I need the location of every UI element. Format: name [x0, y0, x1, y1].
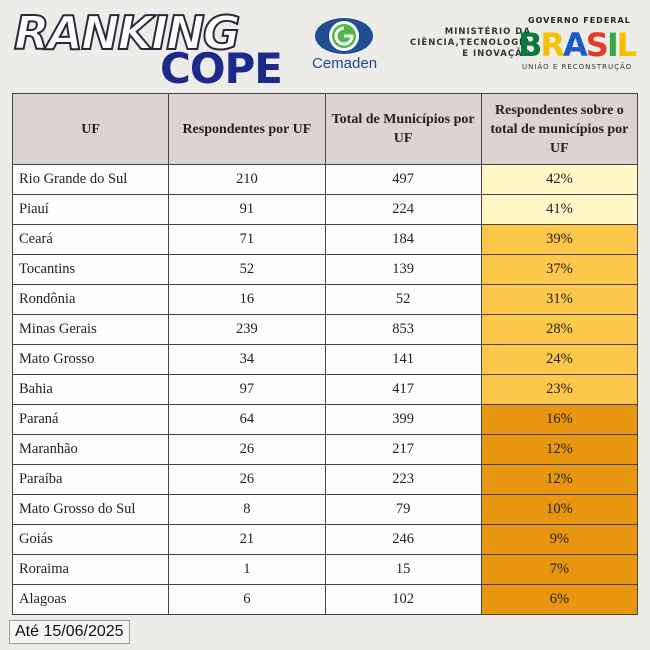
table-cell: Minas Gerais [11, 314, 170, 345]
table-cell: 28% [480, 314, 639, 345]
table-cell: Mato Grosso do Sul [11, 494, 170, 525]
table-cell: 91 [168, 194, 326, 225]
table-cell: 497 [324, 164, 482, 195]
table-cell: Rio Grande do Sul [11, 164, 170, 195]
table-cell: 246 [324, 524, 482, 555]
header-row: UF Respondentes por UF Total de Municípios… [11, 93, 639, 165]
ranking-table: UF Respondentes por UF Total de Municípios… [11, 93, 639, 615]
cemaden-text: Cemaden [312, 55, 378, 72]
table-cell: 6 [168, 584, 326, 615]
table-cell: 15 [324, 554, 482, 585]
table-cell: 8 [168, 494, 326, 525]
table-cell: 41% [480, 194, 639, 225]
table-row: Mato Grosso 34 141 24% [11, 344, 639, 375]
table-row: Rondônia 16 52 31% [11, 284, 639, 315]
table-cell: 16 [168, 284, 326, 315]
table-cell: 102 [324, 584, 482, 615]
table-cell: Ceará [11, 224, 170, 255]
table-cell: Maranhão [11, 434, 170, 465]
ministry: MINISTÉRIO DA CIÊNCIA,TECNOLOGIA E INOVA… [410, 27, 531, 60]
table-row: Maranhão 26 217 12% [11, 434, 639, 465]
table-row: Minas Gerais 239 853 28% [11, 314, 639, 345]
column-header: UF [11, 93, 170, 165]
table-row: Goiás 21 246 9% [11, 524, 639, 555]
table-cell: 139 [324, 254, 482, 285]
cope-logo: COPE [160, 44, 283, 93]
table-row: Rio Grande do Sul 210 497 42% [11, 164, 639, 195]
table-cell: 23% [480, 374, 639, 405]
table-row: Paraná 64 399 16% [11, 404, 639, 435]
table-cell: 184 [324, 224, 482, 255]
table-cell: 52 [168, 254, 326, 285]
table-row: Piauí 91 224 41% [11, 194, 639, 225]
table-row: Alagoas 6 102 6% [11, 584, 639, 615]
table-cell: 239 [168, 314, 326, 345]
table-cell: 71 [168, 224, 326, 255]
table-cell: Rondônia [11, 284, 170, 315]
table-cell: Piauí [11, 194, 170, 225]
table-cell: 34 [168, 344, 326, 375]
table-row: Bahia 97 417 23% [11, 374, 639, 405]
table-cell: Roraima [11, 554, 170, 585]
column-header: Respondentes por UF [168, 93, 326, 165]
table-cell: 7% [480, 554, 639, 585]
table-cell: 12% [480, 434, 639, 465]
footer-date: Até 15/06/2025 [9, 620, 130, 644]
table-cell: Mato Grosso [11, 344, 170, 375]
table-cell: 21 [168, 524, 326, 555]
table-cell: Paraíba [11, 464, 170, 495]
table-body: Rio Grande do Sul 210 497 42% Piauí 91 224 41% C… [11, 164, 639, 615]
table-cell: 16% [480, 404, 639, 435]
brasil-logo: BRASIL [518, 26, 637, 64]
table-cell: 224 [324, 194, 482, 225]
table-cell: Goiás [11, 524, 170, 555]
table-cell: 399 [324, 404, 482, 435]
table-cell: 97 [168, 374, 326, 405]
table-cell: 6% [480, 584, 639, 615]
table-cell: 31% [480, 284, 639, 315]
table-cell: 26 [168, 464, 326, 495]
table-cell: 37% [480, 254, 639, 285]
table-cell: 217 [324, 434, 482, 465]
table-cell: 1 [168, 554, 326, 585]
ministry-line: CIÊNCIA,TECNOLOGIA [410, 38, 531, 48]
table-cell: 853 [324, 314, 482, 345]
table-row: Tocantins 52 139 37% [11, 254, 639, 285]
table-cell: 26 [168, 434, 326, 465]
table-cell: 52 [324, 284, 482, 315]
table-cell: 24% [480, 344, 639, 375]
table-cell: 417 [324, 374, 482, 405]
table-row: Roraima 1 15 7% [11, 554, 639, 585]
table-cell: Paraná [11, 404, 170, 435]
table-cell: 9% [480, 524, 639, 555]
slogan: UNIÃO E RECONSTRUÇÃO [522, 63, 633, 71]
table-cell: 64 [168, 404, 326, 435]
table-cell: Alagoas [11, 584, 170, 615]
table-cell: 39% [480, 224, 639, 255]
column-header: Total de Municípios por UF [324, 93, 482, 165]
table-cell: Bahia [11, 374, 170, 405]
table-row: Mato Grosso do Sul 8 79 10% [11, 494, 639, 525]
ministry-line: MINISTÉRIO DA [444, 27, 531, 37]
table-cell: 12% [480, 464, 639, 495]
ministry-line: E INOVAÇÃO [462, 49, 531, 59]
table-cell: 10% [480, 494, 639, 525]
table-cell: 42% [480, 164, 639, 195]
table-row: Ceará 71 184 39% [11, 224, 639, 255]
table-cell: 223 [324, 464, 482, 495]
table-cell: 210 [168, 164, 326, 195]
table-cell: 79 [324, 494, 482, 525]
table-cell: 141 [324, 344, 482, 375]
government: GOVERNO FEDERAL [528, 16, 631, 25]
column-header: Respondentes sobre o total de municípios… [480, 93, 639, 165]
ranking-logo: RANKING [13, 5, 242, 61]
table-cell: Tocantins [11, 254, 170, 285]
table-row: Paraíba 26 223 12% [11, 464, 639, 495]
cemaden-icon [315, 18, 373, 54]
